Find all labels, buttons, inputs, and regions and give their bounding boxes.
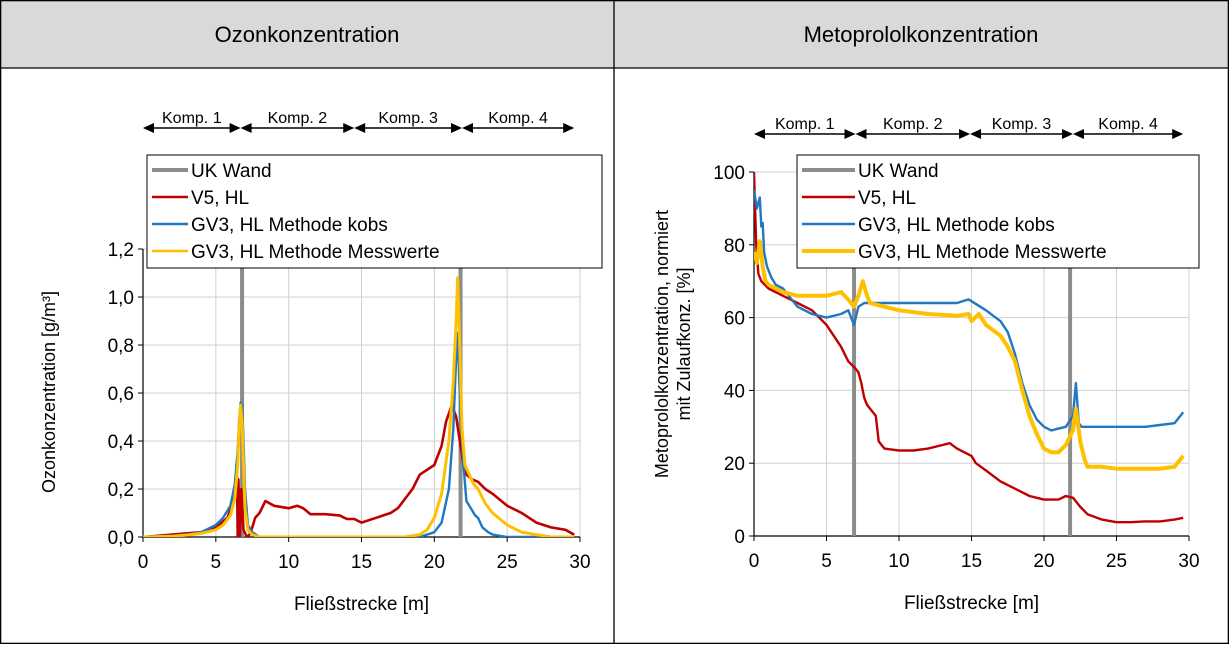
compartment-label: Komp. 3: [378, 110, 438, 127]
x-tick-label: 30: [569, 552, 590, 573]
x-tick-label: 25: [1106, 551, 1127, 572]
legend-label: UK Wand: [191, 161, 272, 182]
compartment-arrow-head-left: [855, 129, 867, 139]
y-tick-label: 0,4: [108, 432, 135, 453]
legend-label: GV3, HL Methode kobs: [858, 215, 1055, 236]
y-tick-label: 0,8: [108, 336, 134, 357]
series-line: [143, 331, 575, 537]
x-tick-label: 5: [211, 552, 222, 573]
compartment-arrow-head-right: [343, 123, 355, 133]
x-tick-label: 20: [1033, 551, 1054, 572]
y-tick-label: 0,6: [108, 384, 134, 405]
compartment-arrow-head-left: [1073, 129, 1084, 139]
compartment-label: Komp. 3: [992, 116, 1052, 133]
series-line: [143, 276, 575, 537]
legend-box: [146, 154, 603, 269]
legend-label: GV3, HL Methode Messwerte: [191, 242, 440, 263]
legend-label: UK Wand: [858, 161, 939, 182]
x-axis-title: Fließstrecke [m]: [294, 594, 429, 615]
compartment-label: Komp. 4: [488, 110, 548, 127]
left-header-bg: [0, 0, 614, 68]
compartment-label: Komp. 4: [1098, 116, 1158, 133]
compartment-arrow-head-left: [754, 129, 765, 139]
ozone-chart: 0 5 10 15 20 25 30 0,0 0,2 0,4 0,6 0,8 1,0 1,2 Fließst…: [39, 110, 603, 615]
legend-label: V5, HL: [858, 188, 916, 209]
compartment-arrow-head-right: [1062, 129, 1073, 139]
x-tick-label: 30: [1178, 551, 1199, 572]
series-line: [754, 171, 1184, 524]
left-panel-header: Ozonkonzentration: [215, 22, 400, 47]
x-tick-label: 10: [888, 551, 909, 572]
y-axis-title-line: mit Zulaufkonz. [%]: [674, 267, 694, 420]
metoprolol-chart: 0 5 10 15 20 25 30 0 20 40 60 80 100 Fließstrecke [m]…: [652, 116, 1200, 614]
legend-label: V5, HL: [191, 188, 249, 209]
compartment-label: Komp. 1: [162, 110, 222, 127]
compartment-arrow-head-right: [1172, 129, 1184, 139]
compartment-arrow-head-right: [563, 123, 575, 133]
x-tick-label: 10: [278, 552, 299, 573]
right-header-bg: [614, 0, 1229, 68]
compartment-label: Komp. 2: [883, 116, 943, 133]
compartment-arrow-head-right: [959, 129, 971, 139]
legend-label: GV3, HL Methode Messwerte: [858, 242, 1107, 263]
legend-label: GV3, HL Methode kobs: [191, 215, 388, 236]
y-tick-label: 1,2: [108, 240, 134, 261]
y-tick-label: 80: [724, 236, 745, 257]
y-tick-label: 0: [734, 527, 745, 548]
legend-box: [796, 154, 1200, 269]
y-tick-label: 0,2: [108, 480, 134, 501]
series-line: [143, 403, 575, 537]
y-tick-label: 100: [713, 163, 745, 184]
x-tick-label: 15: [351, 552, 372, 573]
compartment-arrow-head-left: [462, 123, 474, 133]
compartment-label: Komp. 2: [268, 110, 328, 127]
y-tick-label: 40: [724, 381, 745, 402]
compartment-arrow-head-right: [229, 123, 241, 133]
x-tick-label: 20: [424, 552, 445, 573]
compartment-arrow-head-left: [143, 123, 154, 133]
compartment-arrow-head-right: [451, 123, 463, 133]
x-tick-label: 25: [497, 552, 518, 573]
x-axis-title: Fließstrecke [m]: [904, 593, 1039, 614]
y-tick-label: 60: [724, 309, 745, 330]
series-line: [754, 239, 1185, 471]
y-tick-label: 1,0: [108, 288, 134, 309]
compartment-arrow-head-left: [970, 129, 982, 139]
x-tick-label: 0: [749, 551, 760, 572]
compartment-arrow-head-left: [354, 123, 366, 133]
y-axis-title-line: Metoprololkonzentration, normiert: [652, 210, 672, 478]
x-tick-label: 15: [961, 551, 982, 572]
y-tick-label: 0,0: [108, 528, 134, 549]
x-tick-label: 5: [821, 551, 832, 572]
x-tick-label: 0: [138, 552, 149, 573]
y-axis-title: Ozonkonzentration [g/m³]: [39, 291, 59, 493]
compartment-arrow-head-left: [240, 123, 252, 133]
right-panel-header: Metoprololkonzentration: [804, 22, 1039, 47]
compartment-label: Komp. 1: [775, 116, 835, 133]
series-line: [754, 190, 1185, 432]
y-tick-label: 20: [724, 454, 745, 475]
compartment-arrow-head-right: [844, 129, 856, 139]
